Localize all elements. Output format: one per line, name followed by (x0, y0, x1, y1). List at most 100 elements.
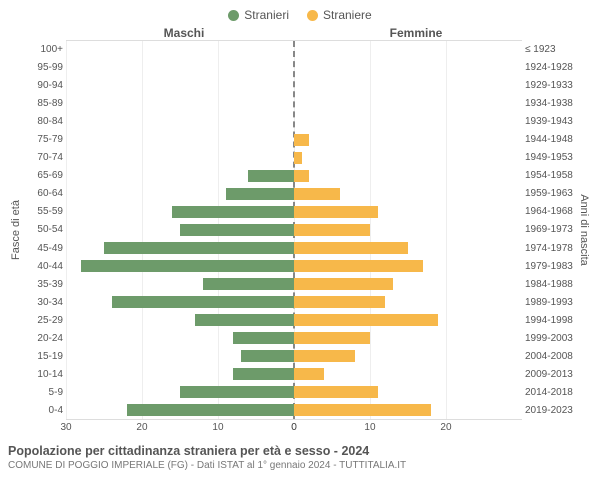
age-labels: 100+95-9990-9485-8980-8475-7970-7465-696… (24, 40, 66, 420)
header-female: Femmine (300, 26, 532, 40)
bar-male (81, 260, 294, 273)
bar-row (66, 275, 522, 293)
header-male: Maschi (68, 26, 300, 40)
birth-label: 2014-2018 (522, 384, 576, 402)
x-tick: 10 (212, 422, 223, 433)
bar-female (294, 170, 309, 183)
legend-item-male: Stranieri (228, 8, 289, 22)
column-headers: Maschi Femmine (8, 26, 592, 40)
bar-female (294, 224, 370, 237)
age-label: 55-59 (24, 203, 66, 221)
birth-label: 1949-1953 (522, 149, 576, 167)
bar-row (66, 167, 522, 185)
birth-label: 2009-2013 (522, 366, 576, 384)
bar-male (172, 206, 294, 219)
bar-row (66, 311, 522, 329)
birth-label: ≤ 1923 (522, 40, 576, 58)
chart-subtitle: COMUNE DI POGGIO IMPERIALE (FG) - Dati I… (8, 460, 592, 471)
age-label: 45-49 (24, 239, 66, 257)
bar-male (241, 350, 294, 363)
bar-row (66, 95, 522, 113)
chart-title: Popolazione per cittadinanza straniera p… (8, 444, 592, 458)
bar-male (127, 404, 294, 417)
bar-female (294, 386, 378, 399)
birth-label: 1979-1983 (522, 257, 576, 275)
birth-label: 1994-1998 (522, 311, 576, 329)
bar-male (233, 368, 294, 381)
bar-female (294, 134, 309, 147)
bar-female (294, 152, 302, 165)
bar-row (66, 365, 522, 383)
x-axis: 3020100 01020 (66, 420, 522, 436)
bar-row (66, 77, 522, 95)
age-label: 5-9 (24, 384, 66, 402)
bar-female (294, 242, 408, 255)
birth-label: 1954-1958 (522, 167, 576, 185)
x-tick: 10 (364, 422, 375, 433)
bar-female (294, 260, 423, 273)
age-label: 100+ (24, 40, 66, 58)
age-label: 80-84 (24, 112, 66, 130)
bar-row (66, 203, 522, 221)
bar-row (66, 59, 522, 77)
bar-male (203, 278, 294, 291)
age-label: 70-74 (24, 149, 66, 167)
age-label: 60-64 (24, 185, 66, 203)
bar-male (180, 224, 294, 237)
x-tick: 30 (60, 422, 71, 433)
bar-female (294, 314, 438, 327)
age-label: 25-29 (24, 311, 66, 329)
bar-row (66, 41, 522, 59)
bar-male (233, 332, 294, 345)
legend: Stranieri Straniere (8, 8, 592, 22)
bar-row (66, 149, 522, 167)
birth-label: 1939-1943 (522, 112, 576, 130)
birth-label: 1934-1938 (522, 94, 576, 112)
age-label: 75-79 (24, 130, 66, 148)
birth-label: 1974-1978 (522, 239, 576, 257)
bar-male (195, 314, 294, 327)
bar-male (180, 386, 294, 399)
bar-male (226, 188, 294, 201)
birth-label: 1999-2003 (522, 330, 576, 348)
birth-label: 1929-1933 (522, 76, 576, 94)
birth-label: 1924-1928 (522, 58, 576, 76)
bar-female (294, 404, 431, 417)
legend-label-male: Stranieri (244, 8, 289, 22)
birth-label: 1984-1988 (522, 275, 576, 293)
legend-swatch-male (228, 10, 239, 21)
bar-male (248, 170, 294, 183)
age-label: 30-34 (24, 293, 66, 311)
bar-row (66, 257, 522, 275)
chart: Fasce di età 100+95-9990-9485-8980-8475-… (8, 40, 592, 420)
bar-row (66, 383, 522, 401)
age-label: 65-69 (24, 167, 66, 185)
bar-female (294, 188, 340, 201)
birth-labels: ≤ 19231924-19281929-19331934-19381939-19… (522, 40, 576, 420)
bar-row (66, 293, 522, 311)
bar-row (66, 131, 522, 149)
age-label: 10-14 (24, 366, 66, 384)
age-label: 85-89 (24, 94, 66, 112)
bar-female (294, 206, 378, 219)
bar-female (294, 296, 385, 309)
birth-label: 1959-1963 (522, 185, 576, 203)
bar-row (66, 239, 522, 257)
bar-row (66, 221, 522, 239)
legend-label-female: Straniere (323, 8, 372, 22)
x-tick: 0 (291, 422, 297, 433)
bar-female (294, 278, 393, 291)
birth-label: 2019-2023 (522, 402, 576, 420)
bar-male (104, 242, 294, 255)
y-axis-label-right: Anni di nascita (576, 40, 592, 420)
plot-area (66, 40, 522, 420)
bar-row (66, 185, 522, 203)
birth-label: 2004-2008 (522, 348, 576, 366)
age-label: 0-4 (24, 402, 66, 420)
age-label: 40-44 (24, 257, 66, 275)
age-label: 15-19 (24, 348, 66, 366)
birth-label: 1969-1973 (522, 221, 576, 239)
legend-item-female: Straniere (307, 8, 372, 22)
age-label: 50-54 (24, 221, 66, 239)
bar-row (66, 401, 522, 419)
